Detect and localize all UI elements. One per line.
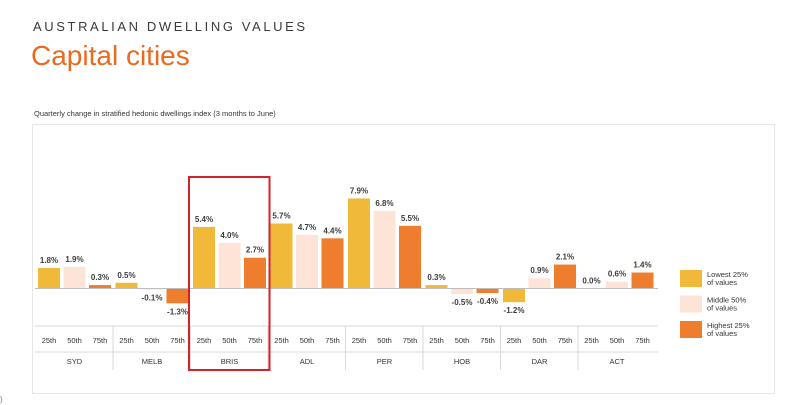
tier-label-melb-25th: 25th [119, 336, 134, 345]
highlight-box-bris [188, 176, 271, 371]
category-label-act: ACT [610, 357, 625, 366]
bar-per-25th [348, 198, 370, 289]
tier-label-act-50th: 50th [610, 336, 625, 345]
tier-label-per-25th: 25th [352, 336, 367, 345]
category-label-melb: MELB [142, 357, 162, 366]
tier-label-adl-50th: 50th [300, 336, 315, 345]
tier-label-syd-50th: 50th [67, 336, 82, 345]
bar-dar-50th [528, 278, 551, 289]
bar-hob-25th [425, 285, 448, 289]
bar-dar-25th [503, 288, 525, 303]
bar-dar-75th [554, 264, 576, 289]
chart-panel [32, 124, 775, 394]
tier-label-hob-50th: 50th [455, 336, 470, 345]
tier-label-dar-75th: 75th [558, 336, 573, 345]
tier-label-bris-25th: 25th [197, 336, 212, 345]
bar-hob-50th [451, 288, 473, 295]
tier-label-adl-75th: 75th [325, 336, 340, 345]
legend-label-2-line1: Middle 50% [707, 296, 747, 305]
bar-per-75th [399, 225, 421, 289]
tier-label-syd-75th: 75th [93, 336, 108, 345]
bar-melb-25th [115, 282, 138, 289]
tier-label-per-50th: 50th [377, 336, 392, 345]
tier-label-dar-25th: 25th [507, 336, 522, 345]
tier-label-per-75th: 75th [403, 336, 418, 345]
bar-bris-25th [193, 226, 215, 289]
data-label-dar-75th: 2.1% [556, 253, 574, 262]
tier-label-melb-75th: 75th [170, 336, 185, 345]
data-label-syd-25th: 1.8% [40, 256, 58, 265]
bar-melb-75th [166, 288, 189, 304]
bar-act-50th [606, 281, 628, 289]
header-kicker: AUSTRALIAN DWELLING VALUES [33, 19, 308, 34]
bar-syd-25th [38, 267, 60, 289]
data-label-adl-25th: 5.7% [272, 212, 290, 221]
bar-adl-25th [270, 223, 293, 289]
data-label-dar-25th: -1.2% [504, 306, 525, 315]
data-label-hob-50th: -0.5% [452, 298, 473, 307]
data-label-bris-25th: 5.4% [195, 215, 213, 224]
bar-hob-75th [476, 288, 499, 294]
data-label-act-50th: 0.6% [608, 270, 626, 279]
bar-adl-50th [296, 234, 318, 289]
data-label-adl-75th: 4.4% [323, 226, 341, 235]
tier-label-dar-50th: 50th [532, 336, 547, 345]
data-label-melb-25th: 0.5% [117, 271, 135, 280]
legend-label-2-line2: of values [707, 304, 737, 313]
tier-label-act-25th: 25th [584, 336, 599, 345]
tier-label-syd-25th: 25th [42, 336, 57, 345]
category-label-syd: SYD [67, 357, 83, 366]
page-title: Capital cities [31, 40, 190, 71]
category-label-hob: HOB [454, 357, 470, 366]
category-label-per: PER [377, 357, 393, 366]
data-label-syd-50th: 1.9% [65, 255, 83, 264]
data-label-act-75th: 1.4% [633, 261, 651, 270]
tier-label-hob-25th: 25th [429, 336, 444, 345]
legend-swatch-3 [680, 321, 702, 338]
tier-label-adl-25th: 25th [274, 336, 289, 345]
legend-label-1-line1: Lowest 25% [707, 270, 748, 279]
data-label-hob-25th: 0.3% [427, 273, 445, 282]
data-label-syd-75th: 0.3% [91, 273, 109, 282]
data-label-hob-75th: -0.4% [477, 297, 498, 306]
legend-swatch-2 [680, 295, 702, 313]
bar-syd-75th [89, 285, 111, 289]
corner-mark: ) [0, 395, 3, 404]
tier-label-bris-50th: 50th [222, 336, 237, 345]
data-label-per-50th: 6.8% [375, 199, 393, 208]
bar-melb-50th [141, 288, 163, 290]
data-label-adl-50th: 4.7% [298, 223, 316, 232]
tier-label-act-75th: 75th [635, 336, 650, 345]
tier-label-bris-75th: 75th [248, 336, 263, 345]
chart-title: Quarterly change in stratified hedonic d… [34, 109, 276, 118]
category-label-dar: DAR [532, 357, 548, 366]
bar-adl-75th [321, 238, 344, 289]
bar-bris-50th [218, 242, 241, 289]
data-label-bris-75th: 2.7% [246, 246, 264, 255]
data-label-per-25th: 7.9% [350, 186, 368, 195]
category-label-bris: BRIS [221, 357, 239, 366]
bar-syd-50th [63, 266, 86, 289]
data-label-act-25th: 0.0% [582, 277, 600, 286]
tier-label-hob-75th: 75th [480, 336, 495, 345]
legend-swatch-1 [680, 270, 702, 287]
legend-label-3-line1: Highest 25% [707, 321, 750, 330]
data-label-melb-50th: -0.1% [142, 294, 163, 303]
data-label-bris-50th: 4.0% [220, 231, 238, 240]
data-label-dar-50th: 0.9% [530, 266, 548, 275]
legend-label-1-line2: of values [707, 278, 737, 287]
legend-label-3-line2: of values [707, 329, 737, 338]
bar-bris-75th [244, 257, 266, 289]
bar-per-50th [373, 210, 396, 289]
tier-label-melb-50th: 50th [145, 336, 160, 345]
category-label-adl: ADL [300, 357, 315, 366]
bar-act-75th [631, 272, 654, 289]
data-label-per-75th: 5.5% [401, 214, 419, 223]
data-label-melb-75th: -1.3% [167, 307, 188, 316]
